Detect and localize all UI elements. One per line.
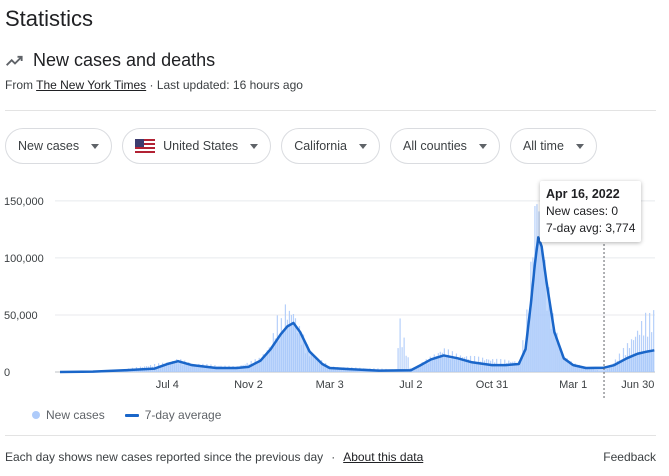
caret-down-icon: [478, 143, 487, 149]
county-dropdown-label: All counties: [403, 139, 467, 153]
filter-bar: New cases United States California All c…: [5, 128, 597, 164]
daily-case-bar: [405, 355, 407, 372]
average-area: [60, 237, 655, 372]
chart-tooltip: Apr 16, 2022 New cases: 0 7-day avg: 3,7…: [540, 181, 642, 242]
x-tick-label: Oct 31: [476, 379, 508, 391]
y-tick-label: 150,000: [4, 196, 44, 208]
daily-case-bar: [640, 321, 643, 372]
caret-down-icon: [359, 143, 367, 149]
daily-case-bar: [401, 347, 403, 372]
metric-dropdown-label: New cases: [18, 139, 80, 153]
legend-average-swatch: [124, 413, 139, 417]
feedback-link[interactable]: Feedback: [603, 450, 656, 464]
daily-case-bar: [645, 312, 647, 372]
footer: Each day shows new cases reported since …: [5, 450, 423, 464]
page-title: Statistics: [5, 6, 94, 31]
x-tick-label: Mar 3: [316, 379, 344, 391]
trending-up-icon: [6, 55, 23, 66]
daily-case-bar: [653, 310, 655, 372]
divider: [5, 435, 656, 436]
divider: [5, 110, 656, 111]
y-tick-label: 0: [4, 367, 10, 379]
legend-new-cases: New cases: [32, 408, 105, 422]
county-dropdown[interactable]: All counties: [390, 128, 500, 164]
x-tick-label: Mar 1: [559, 379, 587, 391]
country-dropdown[interactable]: United States: [122, 128, 272, 164]
tooltip-date: Apr 16, 2022: [546, 187, 620, 201]
daily-case-bar: [399, 318, 401, 372]
country-dropdown-label: United States: [163, 139, 239, 153]
daily-case-bar: [397, 348, 399, 372]
daily-case-bar: [636, 330, 639, 372]
legend-average: 7-day average: [124, 408, 222, 422]
source-prefix: From: [5, 78, 37, 92]
state-dropdown-label: California: [294, 139, 347, 153]
caret-down-icon: [250, 143, 259, 149]
x-tick-label: Jul 4: [156, 379, 179, 391]
source-line: From The New York Times · Last updated: …: [5, 78, 303, 92]
us-flag-icon: [135, 139, 156, 153]
tooltip-new-cases: New cases: 0: [546, 204, 619, 218]
source-link[interactable]: The New York Times: [36, 78, 147, 92]
legend-new-cases-label: New cases: [46, 408, 105, 422]
section-title: New cases and deaths: [33, 50, 216, 70]
y-tick-label: 100,000: [4, 253, 44, 265]
footer-note: Each day shows new cases reported since …: [5, 450, 324, 464]
x-tick-label: Jul 2: [399, 379, 422, 391]
last-updated: · Last updated: 16 hours ago: [146, 78, 303, 92]
legend-average-label: 7-day average: [144, 408, 222, 422]
about-data-link[interactable]: About this data: [343, 450, 424, 464]
caret-down-icon: [575, 143, 584, 149]
x-tick-label: Jun 30: [621, 379, 654, 391]
chart-legend: New cases 7-day average: [32, 408, 221, 422]
daily-case-bar: [407, 357, 409, 372]
legend-new-cases-swatch: [32, 411, 40, 419]
tooltip-average: 7-day avg: 3,774: [546, 221, 636, 235]
daily-case-bar: [649, 312, 651, 372]
y-tick-label: 50,000: [4, 310, 38, 322]
time-range-dropdown-label: All time: [522, 139, 564, 153]
x-tick-label: Nov 2: [234, 379, 263, 391]
average-line: [59, 236, 655, 374]
time-range-dropdown[interactable]: All time: [509, 128, 597, 164]
section-header: New cases and deaths: [5, 50, 215, 71]
caret-down-icon: [91, 143, 100, 149]
daily-case-bar: [403, 337, 405, 372]
state-dropdown[interactable]: California: [281, 128, 380, 164]
metric-dropdown[interactable]: New cases: [5, 128, 113, 164]
footer-separator: ·: [331, 450, 336, 464]
